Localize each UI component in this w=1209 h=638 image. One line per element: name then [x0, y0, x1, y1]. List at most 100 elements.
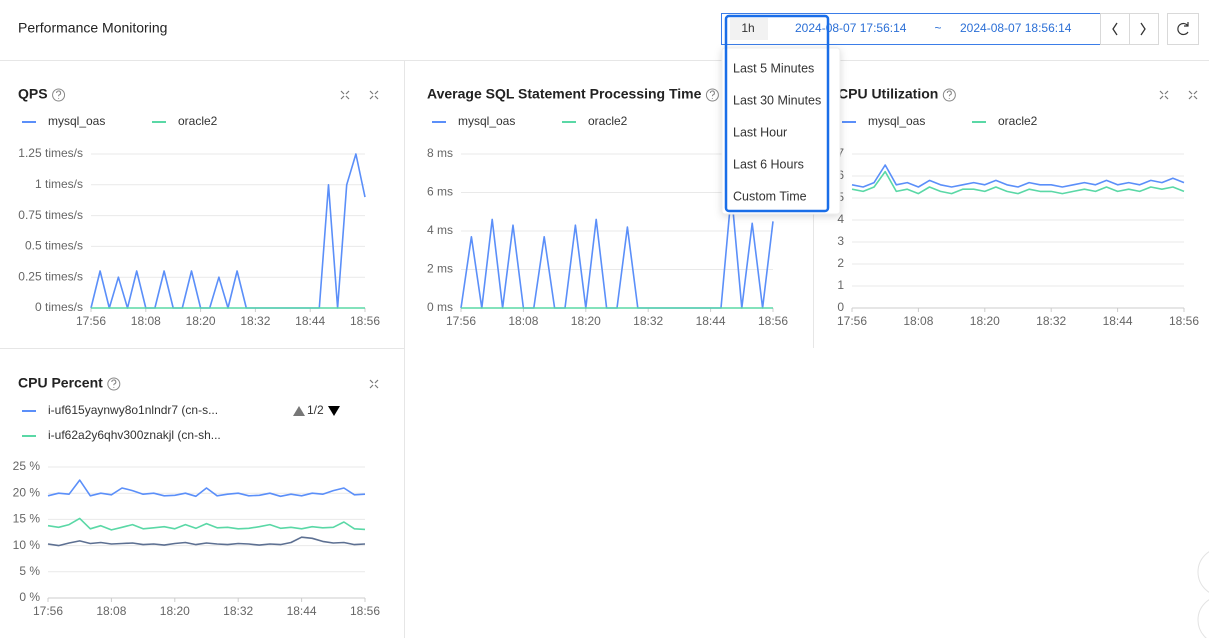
dropdown-option[interactable]: Last 5 Minutes: [733, 61, 814, 75]
dropdown-option[interactable]: Last Hour: [733, 125, 787, 139]
help-icon[interactable]: [52, 88, 66, 102]
x-tick-label: 18:44: [295, 314, 325, 328]
x-tick-label: 18:32: [1036, 314, 1066, 328]
x-tick-label: 18:32: [633, 314, 663, 328]
y-tick-label: 2 ms: [427, 262, 453, 276]
y-tick-label: 5 %: [19, 564, 40, 578]
y-tick-label: 8 ms: [427, 146, 453, 160]
chart-title: Average SQL Statement Processing Time: [427, 86, 702, 102]
y-tick-label: 10 %: [13, 538, 41, 552]
time-range-input[interactable]: [721, 13, 1101, 45]
y-tick-label: 20 %: [13, 485, 41, 499]
refresh-button[interactable]: [1167, 13, 1199, 45]
panel-icon[interactable]: [1159, 90, 1169, 100]
y-tick-label: 5: [837, 190, 844, 204]
y-tick-label: 0 ms: [427, 300, 453, 314]
x-tick-label: 18:20: [186, 314, 216, 328]
legend-label[interactable]: i-uf615yaynwy8o1nlndr7 (cn-s...: [48, 403, 218, 417]
series-line: [47, 536, 366, 547]
y-tick-label: 25 %: [13, 459, 41, 473]
x-tick-label: 18:56: [1169, 314, 1199, 328]
x-tick-label: 17:56: [837, 314, 867, 328]
legend-label[interactable]: mysql_oas: [458, 114, 515, 128]
series-line: [851, 164, 1185, 188]
legend-page: 1/2: [307, 403, 324, 417]
help-icon[interactable]: [942, 88, 956, 102]
y-tick-label: 1: [837, 278, 844, 292]
x-tick-label: 18:44: [287, 604, 317, 618]
pager-down[interactable]: [328, 406, 340, 416]
range-separator: ~: [934, 21, 941, 35]
charts: QPS 0 times/s 0.25 times/s 0.5 times/s 0.75 …: [13, 86, 1200, 618]
series-line: [47, 517, 366, 531]
dropdown-panel: [721, 47, 841, 215]
y-tick-label: 0.75 times/s: [18, 208, 83, 222]
legend-label[interactable]: mysql_oas: [48, 114, 105, 128]
y-tick-label: 1.25 times/s: [18, 146, 83, 160]
x-tick-label: 18:44: [1103, 314, 1133, 328]
range-label: 1h: [741, 21, 754, 35]
x-tick-label: 18:20: [571, 314, 601, 328]
x-tick-label: 18:44: [696, 314, 726, 328]
y-tick-label: 15 %: [13, 512, 41, 526]
y-tick-label: 7: [837, 146, 844, 160]
help-icon[interactable]: [705, 88, 719, 102]
y-tick-label: 0.25 times/s: [18, 269, 83, 283]
y-tick-label: 6 ms: [427, 185, 453, 199]
x-tick-label: 18:20: [160, 604, 190, 618]
y-tick-label: 4: [837, 212, 844, 226]
y-tick-label: 2: [837, 256, 844, 270]
y-tick-label: 6: [837, 168, 844, 182]
chart-title: CPU Percent: [18, 375, 103, 391]
help-icon[interactable]: [107, 377, 121, 391]
x-tick-label: 17:56: [33, 604, 63, 618]
dropdown-option[interactable]: Last 6 Hours: [733, 157, 804, 171]
next-button[interactable]: [1129, 13, 1159, 45]
start-time[interactable]: 2024-08-07 17:56:14: [795, 21, 907, 35]
next-icon: [1140, 22, 1146, 36]
range-chip[interactable]: [730, 18, 768, 40]
legend-label[interactable]: oracle2: [588, 114, 628, 128]
x-tick-label: 17:56: [76, 314, 106, 328]
x-tick-label: 17:56: [446, 314, 476, 328]
prev-icon: [1112, 22, 1118, 36]
page-title: Performance Monitoring: [18, 20, 167, 36]
panel-icon[interactable]: [369, 379, 379, 389]
x-tick-label: 18:32: [240, 314, 270, 328]
dropdown-option[interactable]: Custom Time: [733, 189, 807, 203]
refresh-icon: [1177, 22, 1189, 36]
help-glyph: [111, 379, 117, 388]
y-tick-label: 0 times/s: [35, 300, 83, 314]
legend-label[interactable]: i-uf62a2y6qhv300znakjl (cn-sh...: [48, 428, 221, 442]
dropdown-option[interactable]: Last 30 Minutes: [733, 93, 821, 107]
pager-up[interactable]: [293, 406, 305, 416]
help-glyph: [709, 90, 715, 99]
dropdown-options: Last 5 Minutes Last 30 Minutes Last Hour La…: [733, 61, 821, 203]
panel-icon[interactable]: [1188, 90, 1198, 100]
float-button[interactable]: [1197, 548, 1209, 596]
x-tick-label: 18:56: [350, 314, 380, 328]
x-tick-label: 18:56: [350, 604, 380, 618]
panel-icon[interactable]: [369, 90, 379, 100]
help-glyph: [56, 90, 62, 99]
prev-button[interactable]: [1100, 13, 1130, 45]
series-line: [47, 479, 366, 498]
chart-title: QPS: [18, 86, 48, 102]
y-tick-label: 4 ms: [427, 223, 453, 237]
y-tick-label: 1 times/s: [35, 177, 83, 191]
x-tick-label: 18:08: [131, 314, 161, 328]
legend-label[interactable]: oracle2: [998, 114, 1038, 128]
y-tick-label: 0 %: [19, 590, 40, 604]
end-time[interactable]: 2024-08-07 18:56:14: [960, 21, 1072, 35]
float-button[interactable]: [1197, 596, 1209, 638]
x-tick-label: 18:08: [96, 604, 126, 618]
series-line: [851, 170, 1185, 195]
legend-label[interactable]: oracle2: [178, 114, 218, 128]
y-tick-label: 0: [837, 300, 844, 314]
range-dropdown: Last 5 Minutes Last 30 Minutes Last Hour La…: [721, 14, 841, 215]
legend-label[interactable]: mysql_oas: [868, 114, 925, 128]
panel-icon[interactable]: [340, 90, 350, 100]
